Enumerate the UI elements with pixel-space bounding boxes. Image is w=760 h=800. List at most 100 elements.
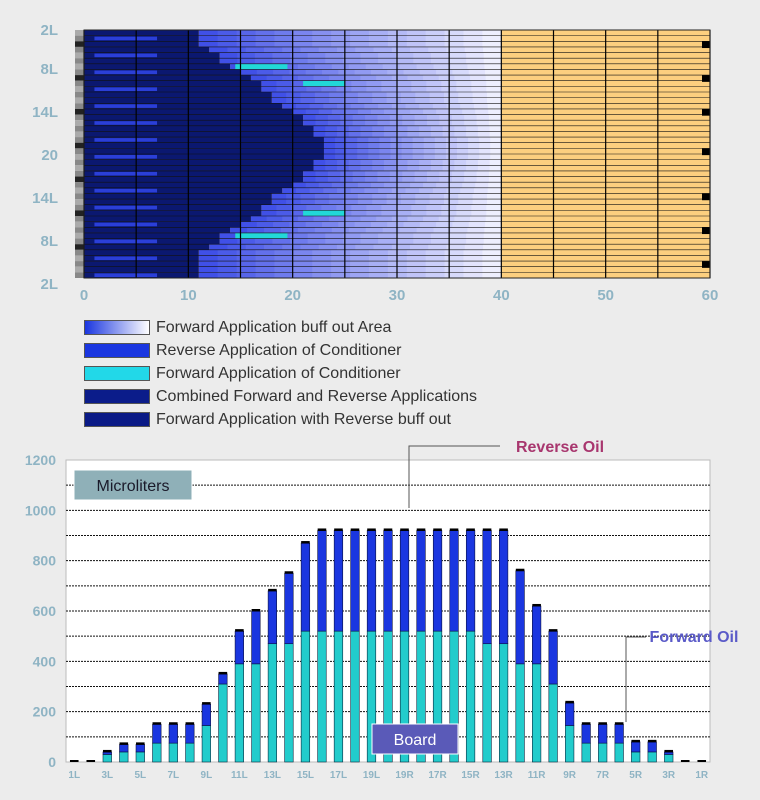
fade-cell [357, 193, 373, 200]
combined-area-cell [84, 165, 314, 171]
fade-cell [364, 103, 379, 109]
fade-cell [351, 86, 367, 92]
fade-cell [305, 221, 323, 228]
fade-cell [423, 75, 440, 81]
fade-cell [397, 108, 411, 115]
fade-cell [377, 170, 391, 177]
fade-cell [397, 182, 411, 188]
bar-reverse-oil [449, 530, 459, 632]
fade-cell [329, 216, 346, 222]
fade-cell [415, 92, 431, 98]
bar-cap [284, 571, 294, 574]
fade-cell [309, 187, 324, 194]
fade-cell [448, 238, 467, 245]
fade-cell [327, 170, 341, 177]
y-tick-label: 1200 [25, 452, 56, 468]
fade-cell [381, 210, 397, 216]
fade-cell [343, 92, 359, 98]
fade-cell [445, 137, 458, 143]
fade-cell [443, 193, 459, 200]
bar-cap [664, 749, 674, 753]
fade-cell [378, 232, 397, 239]
annotation-reverse-leader [408, 445, 500, 508]
fade-cell [464, 114, 478, 121]
oil-volume-bar-chart: 0 200 400 600 800 1000 1200 1L 3L 5L 7L 9L 11L 13L 15L… [25, 440, 739, 781]
fade-cell [468, 154, 480, 160]
x-tick-label: 5L [134, 770, 146, 781]
fade-cell [396, 204, 412, 211]
y-tick-label: 14L [32, 104, 58, 121]
fade-cell [346, 148, 358, 154]
annotation-forward-leader [625, 636, 646, 722]
forward-conditioner-segment [235, 63, 288, 70]
edge-strip-cell [75, 137, 84, 143]
fade-cell [354, 69, 372, 76]
fade-cell [456, 154, 469, 160]
fade-cell [439, 176, 453, 183]
fade-cell [313, 75, 330, 81]
fade-cell [314, 199, 330, 205]
fade-cell [346, 137, 358, 143]
x-tick-label: 7R [596, 770, 610, 781]
fade-cell [463, 272, 483, 278]
bar-reverse-oil [515, 570, 525, 665]
combined-area-cell [84, 92, 272, 98]
fade-cell [368, 272, 389, 278]
fade-cell [451, 170, 465, 177]
x-tick-label: 11R [528, 770, 547, 781]
fade-cell [263, 227, 282, 233]
fade-cell [346, 142, 358, 149]
fade-cell [357, 199, 373, 205]
fade-cell [377, 114, 391, 121]
fade-cell [276, 86, 292, 92]
fade-cell [325, 125, 338, 132]
fade-cell [402, 114, 416, 121]
reverse-stripe [94, 36, 158, 41]
bar-empty [697, 760, 707, 762]
fade-cell [426, 114, 440, 121]
fade-cell [445, 142, 458, 149]
fade-cell [479, 142, 491, 149]
edge-strip-cell [75, 125, 84, 132]
fade-cell [383, 182, 398, 188]
legend-item-combined: Combined Forward and Reverse Application… [84, 385, 477, 408]
fade-cell [416, 63, 435, 70]
bar-forward-oil [201, 725, 211, 763]
bar-forward-oil [317, 630, 327, 763]
fade-cell [291, 210, 307, 216]
forward-conditioner-segment [235, 232, 288, 239]
fade-cell [486, 199, 502, 205]
fade-cell [348, 165, 361, 171]
x-tick-label: 9L [201, 770, 213, 781]
fade-cell [366, 86, 382, 92]
fade-cell [485, 216, 502, 222]
bar-reverse-oil [300, 542, 311, 632]
fade-cell [271, 92, 287, 98]
reverse-stripe [94, 256, 158, 261]
reverse-stripe [94, 205, 158, 210]
y-tick-label: 14L [32, 190, 58, 207]
fade-cell [247, 227, 265, 233]
fade-cell [395, 238, 414, 245]
x-tick-label: 13L [264, 770, 281, 781]
legend-swatch-forward [84, 366, 150, 381]
fade-cell [402, 176, 416, 183]
fade-cell [372, 97, 388, 104]
fade-cell [483, 238, 502, 245]
edge-strip-cell [75, 193, 84, 200]
fade-cell [290, 238, 309, 245]
fade-cell [255, 30, 275, 36]
reverse-stripe [94, 104, 158, 108]
fade-cell [292, 108, 307, 115]
fade-cell [477, 159, 491, 166]
fade-cell [485, 221, 502, 228]
fade-cell [355, 244, 375, 250]
fade-cell [325, 238, 344, 245]
fade-cell [414, 120, 428, 126]
bar-cap [185, 722, 195, 725]
units-label: Microliters [97, 478, 170, 495]
fade-cell [350, 272, 370, 278]
fade-cell [325, 232, 344, 239]
fade-cell [462, 182, 476, 188]
fade-cell [449, 108, 463, 115]
